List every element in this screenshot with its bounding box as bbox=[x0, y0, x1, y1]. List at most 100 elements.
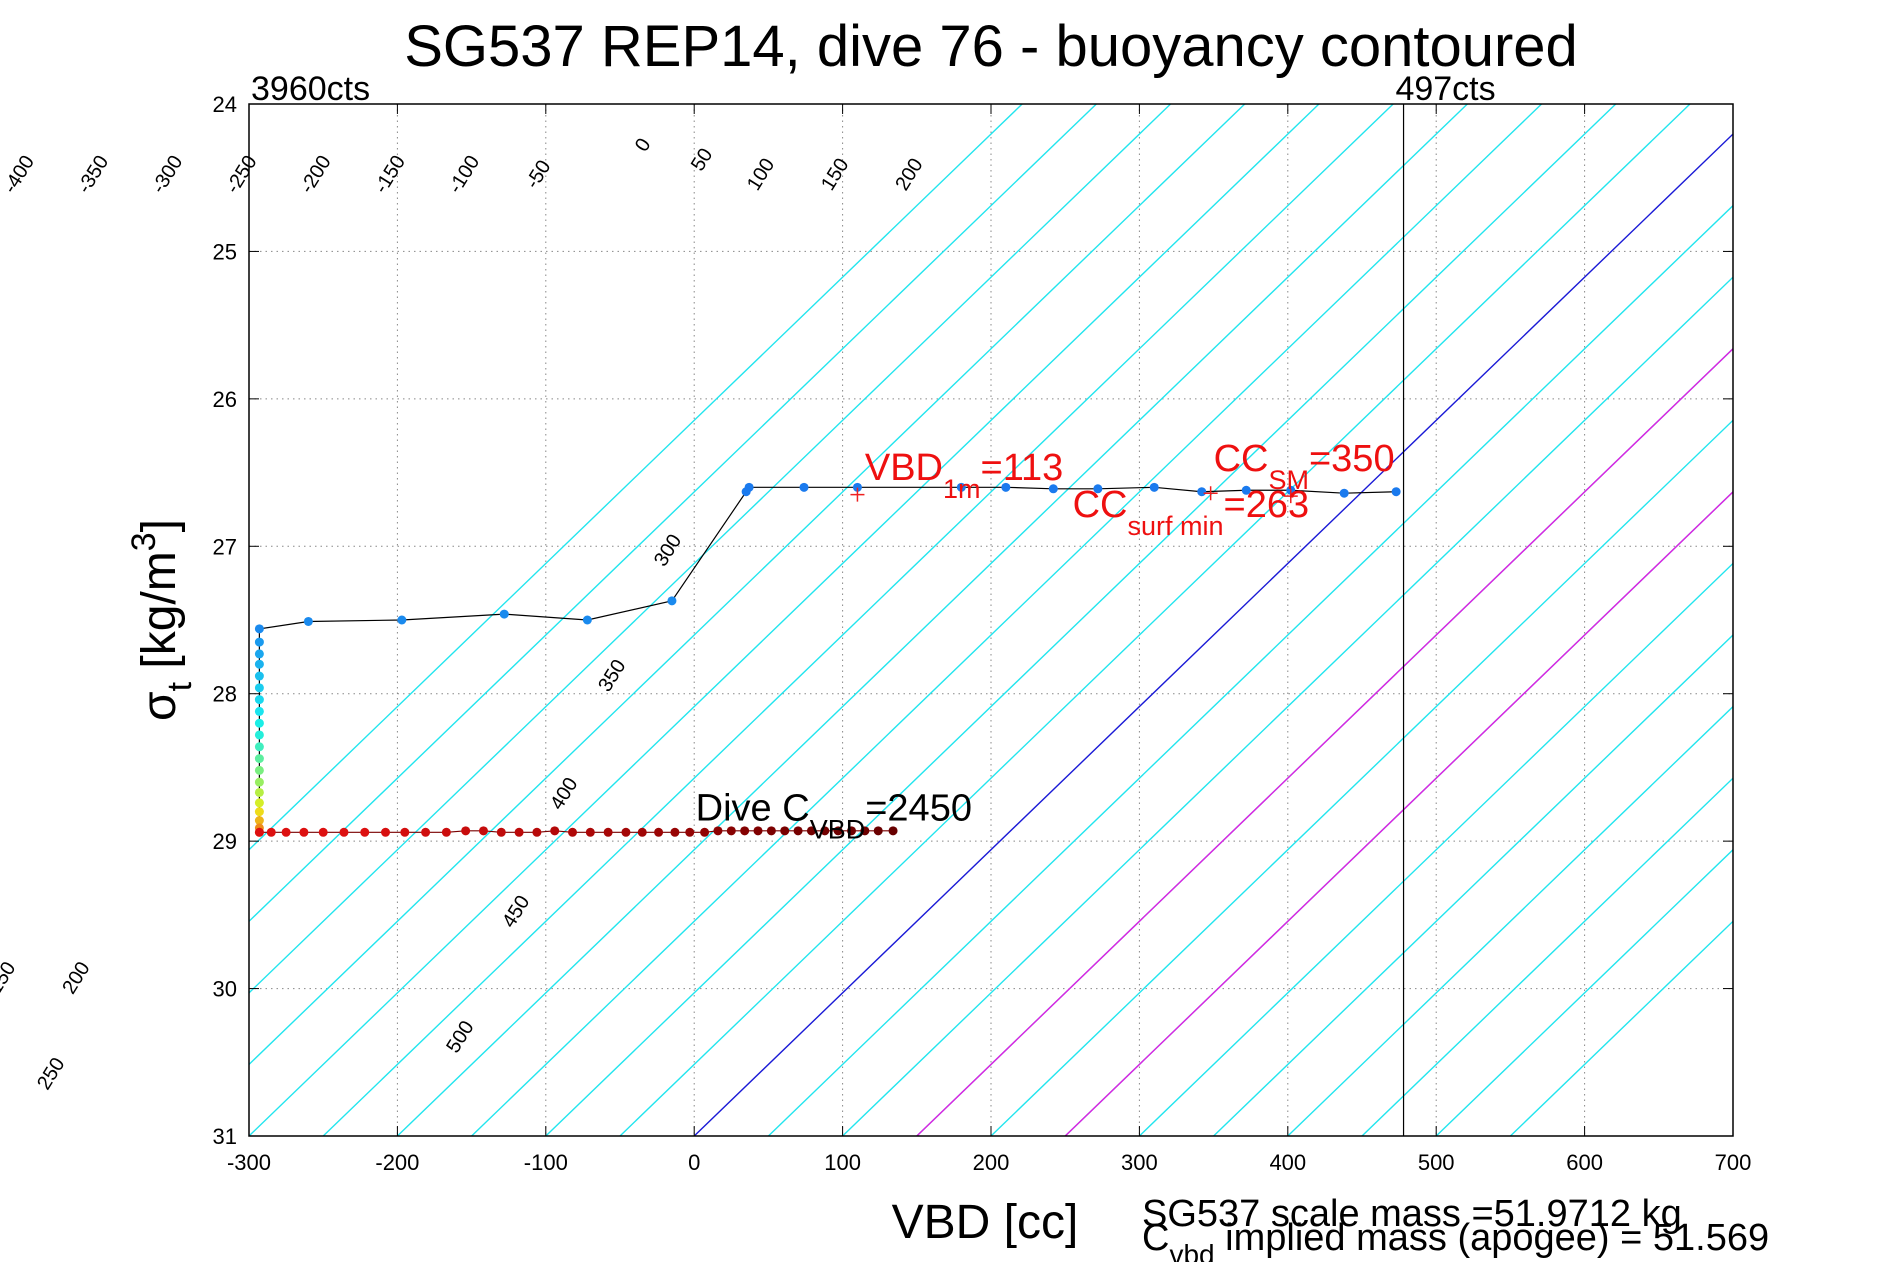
annotation-base: CC bbox=[1214, 438, 1269, 480]
climb-point bbox=[532, 827, 542, 837]
climb-point bbox=[766, 826, 776, 836]
climb-point bbox=[550, 826, 560, 836]
y-axis-label-unit: [kg/m bbox=[133, 551, 186, 682]
contour-label-bottom: 200 bbox=[58, 958, 94, 998]
descent-point bbox=[254, 718, 264, 728]
climb-point bbox=[820, 826, 830, 836]
buoyancy-contours bbox=[249, 104, 1733, 1136]
contour-label-right: 500 bbox=[442, 1017, 478, 1057]
descent-track-line bbox=[258, 486, 1397, 833]
annotation: Dive CVBD=2450 bbox=[696, 788, 972, 845]
chart-title: SG537 REP14, dive 76 - buoyancy contoure… bbox=[404, 14, 1578, 79]
y-axis-label-sub: t bbox=[161, 681, 199, 691]
climb-point bbox=[685, 827, 695, 837]
contour-label-top: 100 bbox=[743, 155, 779, 195]
contour-line-cyan bbox=[1361, 777, 1733, 1136]
annotation-sub: surf min bbox=[1128, 511, 1224, 541]
climb-point bbox=[603, 827, 613, 837]
contour-label-bottom: 150 bbox=[0, 958, 20, 998]
descent-point bbox=[254, 754, 264, 764]
climb-point bbox=[860, 826, 870, 836]
contour-label-right: 450 bbox=[498, 892, 534, 932]
annotation-value: =350 bbox=[1309, 438, 1395, 480]
grid bbox=[249, 104, 1733, 1136]
annotation: CCSM=350 bbox=[1214, 438, 1395, 495]
climb-point bbox=[654, 827, 664, 837]
descent-point bbox=[303, 616, 313, 626]
descent-point bbox=[852, 482, 862, 492]
descent-point bbox=[1001, 482, 1011, 492]
climb-point bbox=[299, 827, 309, 837]
descent-point bbox=[254, 683, 264, 693]
contour-label-top: -50 bbox=[521, 156, 555, 192]
climb-point bbox=[441, 827, 451, 837]
contour-label-top: -250 bbox=[222, 152, 262, 198]
y-tick-label: 25 bbox=[213, 239, 237, 264]
descent-point bbox=[254, 730, 264, 740]
descent-point bbox=[1093, 484, 1103, 494]
climb-point bbox=[568, 827, 578, 837]
dive-series bbox=[254, 482, 1401, 837]
y-tick-label: 30 bbox=[213, 977, 237, 1002]
x-tick-label: -100 bbox=[524, 1150, 568, 1175]
y-axis-label-sup: 3 bbox=[125, 532, 163, 551]
count-label: 497cts bbox=[1395, 70, 1495, 108]
climb-point bbox=[585, 827, 595, 837]
climb-point bbox=[281, 827, 291, 837]
contour-line-cyan bbox=[249, 104, 1320, 1136]
contour-line-cyan bbox=[471, 104, 1543, 1136]
contour-line-cyan bbox=[1138, 562, 1733, 1136]
plus-marker bbox=[1203, 486, 1218, 501]
y-tick-label: 24 bbox=[213, 92, 237, 117]
x-tick-label: 100 bbox=[824, 1150, 861, 1175]
contour-label-top: -400 bbox=[0, 152, 39, 198]
descent-point bbox=[667, 596, 677, 606]
x-tick-label: 600 bbox=[1566, 1150, 1603, 1175]
contour-label-top: -350 bbox=[73, 152, 113, 198]
descent-point bbox=[741, 487, 751, 497]
count-lines: 497cts 3960cts bbox=[251, 70, 1496, 1136]
x-axis-label: VBD [cc] bbox=[892, 1196, 1079, 1249]
y-tick-label: 29 bbox=[213, 829, 237, 854]
descent-point bbox=[499, 609, 509, 619]
contour-label-right: 300 bbox=[650, 530, 686, 570]
climb-point bbox=[713, 826, 723, 836]
climb-point bbox=[753, 826, 763, 836]
annotation-sub: SM bbox=[1268, 465, 1309, 495]
x-tick-label: 300 bbox=[1121, 1150, 1158, 1175]
climb-point bbox=[254, 827, 264, 837]
contour-line-magenta bbox=[916, 347, 1733, 1136]
descent-point bbox=[254, 695, 264, 705]
footnote-implied-mass-rest: implied mass (apogee) = 51.569 bbox=[1215, 1217, 1770, 1259]
climb-point bbox=[318, 827, 328, 837]
descent-point bbox=[254, 765, 264, 775]
climb-point bbox=[360, 827, 370, 837]
contour-label-top: 200 bbox=[891, 155, 927, 195]
climb-point bbox=[400, 827, 410, 837]
descent-point bbox=[254, 777, 264, 787]
annotation-base: VBD bbox=[865, 447, 943, 489]
climb-point bbox=[740, 826, 750, 836]
descent-point bbox=[254, 706, 264, 716]
annotation: VBD1m=113 bbox=[865, 447, 1063, 504]
climb-point bbox=[806, 826, 816, 836]
y-axis-label-base: σ bbox=[133, 691, 186, 721]
climb-point bbox=[496, 827, 506, 837]
descent-point bbox=[254, 637, 264, 647]
annotation-base: Dive C bbox=[696, 788, 810, 830]
contour-line-cyan bbox=[619, 104, 1691, 1136]
climb-point bbox=[381, 827, 391, 837]
annotation-sub: VBD bbox=[810, 815, 866, 845]
contour-line-cyan bbox=[249, 104, 1097, 923]
y-tick-label: 26 bbox=[213, 387, 237, 412]
contour-label-right: 400 bbox=[546, 774, 582, 814]
annotation-sub: 1m bbox=[943, 474, 981, 504]
x-tick-label: -200 bbox=[375, 1150, 419, 1175]
climb-point bbox=[700, 827, 710, 837]
climb-point bbox=[833, 826, 843, 836]
contour-label-bottom: 250 bbox=[33, 1054, 69, 1094]
plus-marker bbox=[1283, 489, 1298, 504]
footnote-implied-mass: Cvbd implied mass (apogee) = 51.569 bbox=[1142, 1217, 1769, 1262]
x-tick-label: 200 bbox=[973, 1150, 1010, 1175]
